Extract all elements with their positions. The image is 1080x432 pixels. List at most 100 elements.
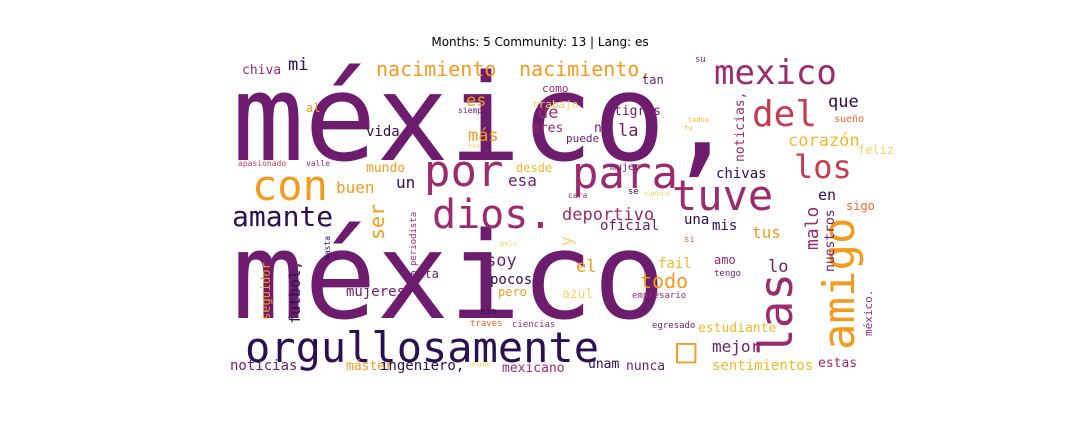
cloud-word: deportivo — [562, 205, 654, 225]
cloud-word: traves — [470, 319, 503, 329]
cloud-word: tu — [684, 124, 692, 132]
cloud-word: futbol, — [286, 261, 304, 324]
cloud-word: las — [749, 273, 803, 356]
cloud-word: empresario — [632, 291, 686, 301]
cloud-word: ser — [365, 204, 389, 240]
cloud-word: estudiante — [698, 321, 776, 336]
figure-title: Months: 5 Community: 13 | Lang: es — [431, 35, 649, 49]
cloud-word: como — [542, 82, 569, 95]
cloud-word: es — [466, 91, 486, 111]
cloud-word: chiva — [242, 63, 281, 78]
cloud-word: sigo — [846, 199, 875, 213]
cloud-word: feliz — [858, 143, 894, 157]
cloud-word: cuenta — [644, 190, 669, 198]
cloud-word: sueño — [834, 114, 864, 125]
cloud-word: en — [818, 186, 836, 204]
cloud-word: nacimiento, — [519, 57, 651, 81]
cloud-word: para — [572, 148, 678, 199]
cloud-word: mujeres — [346, 284, 405, 300]
cloud-word: tan — [642, 73, 664, 87]
cloud-word: por — [424, 146, 503, 197]
cloud-word: azul — [562, 287, 593, 302]
cloud-word: con — [252, 161, 328, 210]
cloud-word: sentimientos — [712, 358, 813, 374]
cloud-word: soy — [486, 251, 517, 271]
cloud-word: chivas — [716, 166, 767, 182]
cloud-word: buen — [336, 178, 375, 197]
cloud-word: oficial — [600, 218, 659, 234]
cloud-word: hasta — [323, 236, 332, 260]
cloud-word: estas — [818, 356, 857, 371]
cloud-word: mejor — [712, 337, 761, 356]
cloud-word: amigo — [814, 218, 865, 350]
cloud-word: todos — [688, 116, 709, 124]
cloud-word: □ — [676, 331, 697, 371]
cloud-word: del — [752, 94, 817, 135]
cloud-word: méxico — [232, 208, 665, 347]
cloud-word: tengo — [714, 269, 741, 279]
cloud-word: noticias — [230, 358, 297, 374]
cloud-word: el — [576, 257, 596, 277]
cloud-word: mujer — [610, 162, 640, 173]
cloud-word: periodista — [409, 212, 419, 266]
cloud-word: amo — [714, 253, 736, 267]
cloud-word: de — [538, 103, 558, 123]
cloud-word: seguidor — [259, 262, 273, 320]
cloud-word: mexicano — [502, 361, 565, 376]
cloud-word: tuve — [672, 171, 773, 220]
cloud-word: si — [684, 235, 695, 245]
cloud-word: egresado — [652, 321, 695, 331]
cloud-word: nacimiento — [376, 57, 496, 81]
cloud-word: máster — [346, 359, 393, 374]
cloud-word: pocos — [490, 272, 532, 288]
cloud-word: eres — [532, 121, 563, 136]
cloud-word: noticias, — [733, 92, 748, 162]
cloud-word: fail — [658, 256, 692, 272]
cloud-word: cara — [568, 191, 587, 200]
cloud-word: ni — [594, 121, 610, 136]
cloud-word: esta — [410, 267, 439, 281]
cloud-word: siempre — [458, 106, 492, 115]
cloud-word: unam — [588, 357, 619, 372]
cloud-word: ciencias — [512, 320, 555, 330]
cloud-word: amigo — [470, 360, 491, 368]
cloud-word: esa — [508, 171, 537, 190]
cloud-word: los — [794, 148, 852, 186]
cloud-word: ingeniero, — [380, 358, 464, 374]
cloud-word: y — [557, 236, 576, 246]
cloud-word: vida — [366, 124, 400, 140]
cloud-word: apasionado — [238, 159, 286, 168]
cloud-word: pero — [498, 285, 527, 299]
cloud-word: pelo — [500, 240, 517, 248]
cloud-word: nuestros — [823, 209, 838, 272]
cloud-word: lo — [768, 257, 788, 277]
cloud-word: nunca — [626, 359, 665, 374]
cloud-word: tigres — [614, 104, 661, 119]
cloud-word: valle — [306, 159, 330, 168]
cloud-word: puede — [566, 132, 599, 145]
cloud-word: mi — [288, 55, 308, 75]
cloud-word: méxico, — [232, 50, 738, 189]
cloud-word: se — [628, 187, 639, 197]
cloud-word: mis — [712, 218, 737, 234]
cloud-word: una — [684, 212, 709, 228]
cloud-word: la — [618, 121, 638, 141]
cloud-word: corazón — [788, 131, 860, 151]
cloud-word: sin — [480, 307, 496, 317]
cloud-word: mexico — [714, 53, 837, 93]
cloud-word: orgullosamente — [245, 323, 599, 372]
cloud-word: que — [828, 92, 859, 112]
cloud-word: desde — [516, 161, 552, 175]
cloud-word: malo — [802, 207, 823, 250]
cloud-word: un — [396, 173, 415, 192]
cloud-word: méxico. — [862, 290, 875, 336]
cloud-word: eso — [468, 142, 481, 150]
cloud-word: su — [695, 55, 706, 65]
cloud-word: todo — [640, 269, 688, 293]
cloud-word: más — [468, 126, 499, 146]
cloud-word: trabajo — [532, 98, 578, 111]
cloud-word: amante — [232, 200, 333, 233]
cloud-word: dios. — [432, 192, 552, 238]
cloud-word: tus — [752, 223, 781, 242]
